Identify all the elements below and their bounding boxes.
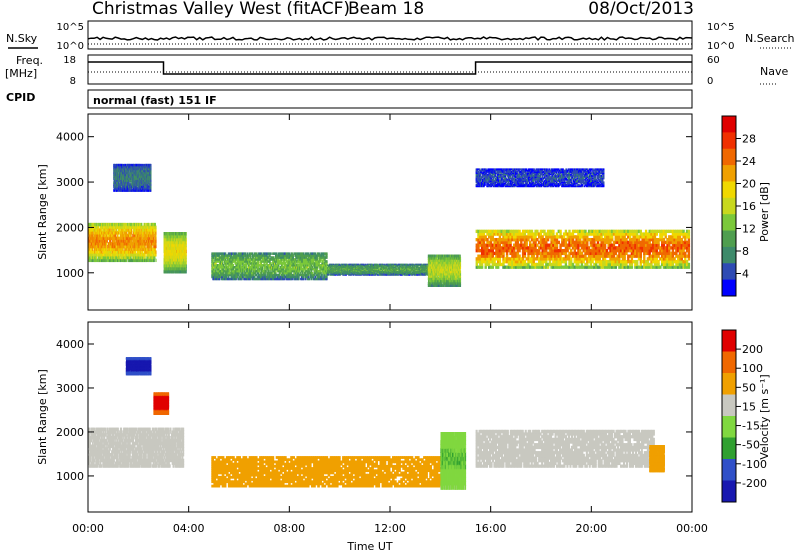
nave-tick-top: 60 — [707, 55, 720, 66]
heatmap-cell — [155, 250, 156, 253]
cpid-value: normal (fast) 151 IF — [93, 94, 217, 107]
heatmap-cell — [186, 267, 187, 271]
freq-strip: Freq. [MHz] 18 8 60 0 Nave — [5, 54, 788, 87]
rti-plot: Christmas Valley West (fitACF) Beam 18 0… — [0, 0, 800, 554]
freq-unit: [MHz] — [5, 67, 37, 80]
heatmap-cell — [155, 226, 156, 229]
nsky-frame — [88, 21, 692, 49]
nsky-tick-top: 10^5 — [57, 22, 84, 33]
nsky-strip: N.Sky 10^5 10^0 10^5 10^0 N.Search — [6, 21, 795, 52]
beam-label: Beam 18 — [348, 0, 424, 19]
heatmap-cell — [186, 250, 187, 254]
station-title: Christmas Valley West (fitACF) — [92, 0, 350, 19]
freq-frame — [88, 55, 692, 84]
heatmap-cell — [186, 238, 187, 242]
nsearch-label: N.Search — [745, 32, 795, 45]
power-heatmap-cells — [88, 164, 690, 287]
heatmap-cell — [151, 164, 152, 167]
nsearch-tick-bottom: 10^0 — [707, 41, 734, 52]
cpid-label: CPID — [6, 91, 35, 104]
nsky-label: N.Sky — [6, 32, 38, 45]
nsearch-tick-top: 10^5 — [707, 22, 734, 33]
nave-label: Nave — [760, 65, 788, 78]
nsky-trace — [88, 37, 692, 40]
freq-tick-bottom: 8 — [70, 76, 76, 87]
date-label: 08/Oct/2013 — [588, 0, 694, 19]
heatmap-cell — [186, 232, 187, 236]
freq-tick-top: 18 — [63, 55, 76, 66]
nave-tick-bottom: 0 — [707, 76, 713, 87]
heatmap-cell — [155, 259, 156, 262]
freq-label: Freq. — [16, 54, 43, 67]
cpid-strip: CPID normal (fast) 151 IF — [6, 90, 692, 108]
heatmap-cell — [99, 223, 100, 226]
nsky-tick-bottom: 10^0 — [57, 41, 84, 52]
